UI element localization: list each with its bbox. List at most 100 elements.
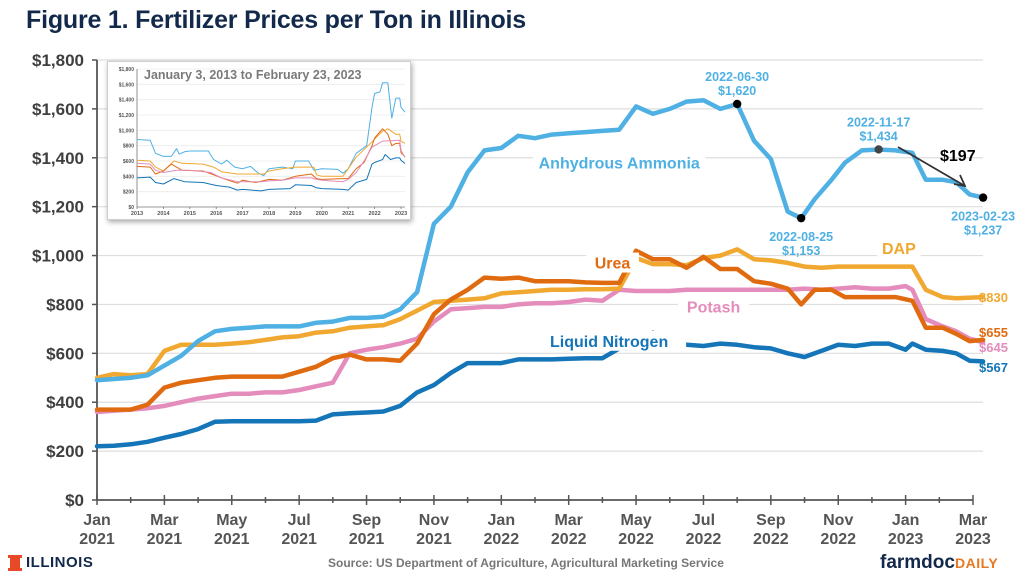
series-label: Anhydrous Ammonia	[539, 155, 700, 172]
inset-y-tick-label: $1,000	[119, 128, 135, 134]
inset-y-tick-label: $1,800	[119, 67, 135, 73]
end-value-label: $655	[979, 325, 1008, 340]
x-tick-label-year: 2021	[349, 531, 385, 548]
x-tick-label-month: Jan	[488, 512, 516, 529]
inset-series-line-urea	[136, 128, 406, 184]
annotation-date: 2023-02-23	[951, 210, 1015, 224]
inset-y-tick-label: $1,400	[119, 98, 135, 104]
y-tick-label: $800	[46, 295, 84, 314]
annotation-marker	[978, 193, 988, 202]
series-label: Urea	[595, 256, 631, 273]
annotation-marker	[796, 213, 806, 223]
annotation-price: $1,620	[718, 84, 756, 98]
x-tick-label-month: Jul	[288, 512, 311, 529]
series-line-urea	[94, 248, 986, 412]
change-arrow-head-icon	[953, 174, 967, 188]
illinois-logo: ILLINOIS	[8, 554, 94, 571]
inset-series-line-liquid-nitrogen	[136, 154, 406, 192]
annotations: 2022-06-30$1,620 2022-08-25$1,153 2022-11-…	[705, 70, 1015, 258]
x-tick-label-month: Sep	[352, 512, 382, 529]
x-tick-label-month: Nov	[823, 512, 853, 529]
inset-y-tick-label: $1,600	[119, 82, 135, 88]
inset-x-tick-label: 2020	[316, 211, 328, 217]
illinois-logo-text: ILLINOIS	[26, 554, 94, 571]
brand-accent: DAILY	[954, 555, 999, 571]
inset-x-tick-label: 2021	[342, 211, 354, 217]
annotation-date: 2022-11-17	[847, 115, 910, 129]
inset-x-tick-label: 2015	[184, 211, 196, 217]
illinois-block-i-icon	[8, 554, 22, 571]
inset-series-line-potash	[136, 139, 406, 183]
annotation-marker	[732, 99, 742, 109]
y-tick-label: $1,200	[32, 198, 84, 217]
inset-series-line-dap	[136, 128, 406, 177]
annotation-price: $1,153	[782, 244, 820, 258]
farmdoc-daily-logo: farmdocDAILY	[880, 552, 998, 574]
y-tick-label: $1,400	[32, 149, 84, 168]
change-arrow-line	[897, 146, 966, 187]
annotation-price: $1,434	[860, 129, 898, 143]
series-line-potash	[94, 283, 986, 415]
series-label: Liquid Nitrogen	[550, 334, 668, 351]
x-tick-label-year: 2022	[551, 531, 587, 548]
y-tick-label: $600	[46, 344, 84, 363]
inset-x-tick-label: 2022	[369, 211, 381, 217]
inset-plot: $0 $200 $400 $600 $800 $1,000 $1,200 $1,400 $1,6…	[119, 67, 407, 217]
annotation-price: $1,237	[964, 224, 1002, 238]
series-line-dap	[94, 247, 986, 381]
annotation-marker	[874, 145, 883, 154]
x-tick-label-year: 2022	[753, 531, 789, 548]
series-line-anhydrous-ammonia	[94, 98, 986, 383]
series-label-bg	[586, 252, 639, 273]
brand-main: farmdoc	[880, 552, 955, 573]
x-tick-label-year: 2021	[214, 531, 250, 548]
inset-y-tick-label: $600	[123, 159, 134, 165]
inset-y-tick-label: $400	[123, 174, 134, 180]
inset-y-tick-label: $0	[128, 205, 134, 211]
series-label: Potash	[687, 300, 740, 317]
x-tick-label-year: 2023	[888, 531, 924, 548]
inset-y-tick-label: $1,200	[119, 113, 135, 119]
inset-x-tick-label: 2017	[236, 211, 248, 217]
inset-y-tick-label: $800	[123, 144, 134, 150]
x-tick-label-month: Mar	[150, 512, 178, 529]
x-tick-label-month: Mar	[959, 512, 987, 529]
change-label: $197	[940, 148, 976, 165]
inset-title: January 3, 2013 to February 23, 2023	[144, 68, 362, 82]
end-value-label: $830	[979, 290, 1008, 305]
y-tick-label: $0	[65, 491, 84, 510]
inset-x-tick-label: 2018	[263, 211, 275, 217]
x-tick-label-month: Nov	[419, 512, 449, 529]
series-labels: Anhydrous Ammonia DAP Urea Potash Liquid Nit…	[532, 152, 1008, 375]
inset-x-tick-label: 2019	[289, 211, 301, 217]
x-tick-label-month: Jul	[692, 512, 715, 529]
annotation-date: 2022-06-30	[705, 70, 769, 84]
x-tick-label-year: 2023	[955, 531, 991, 548]
y-tick-label: $400	[46, 393, 84, 412]
axes: $0 $200 $400 $600 $800 $1,000 $1,200 $1,400 $1,6…	[32, 51, 991, 548]
series-lines	[94, 98, 986, 449]
x-tick-label-month: Sep	[756, 512, 786, 529]
y-tick-label: $1,000	[32, 247, 84, 266]
x-tick-label-year: 2022	[686, 531, 722, 548]
annotation-date: 2022-08-25	[769, 230, 833, 244]
x-tick-label-year: 2022	[484, 531, 520, 548]
x-tick-label-year: 2022	[618, 531, 654, 548]
x-tick-label-month: Jan	[892, 512, 920, 529]
y-tick-label: $200	[46, 442, 84, 461]
x-tick-label-year: 2021	[147, 531, 183, 548]
chart-title: Figure 1. Fertilizer Prices per Ton in I…	[26, 6, 526, 34]
series-line-liquid-nitrogen	[94, 330, 986, 449]
x-tick-label-month: Jan	[83, 512, 111, 529]
inset-x-tick-label: 2014	[157, 211, 170, 217]
x-tick-label-month: May	[621, 512, 652, 529]
inset-y-tick-label: $200	[123, 190, 134, 196]
y-tick-label: $1,800	[32, 51, 84, 70]
end-value-label: $567	[979, 360, 1008, 375]
series-label-bg	[877, 237, 921, 258]
series-label-bg	[532, 330, 687, 351]
series-label-bg	[533, 152, 706, 173]
source-note: Source: US Department of Agriculture, Ag…	[328, 556, 724, 570]
x-tick-label-month: May	[216, 512, 247, 529]
